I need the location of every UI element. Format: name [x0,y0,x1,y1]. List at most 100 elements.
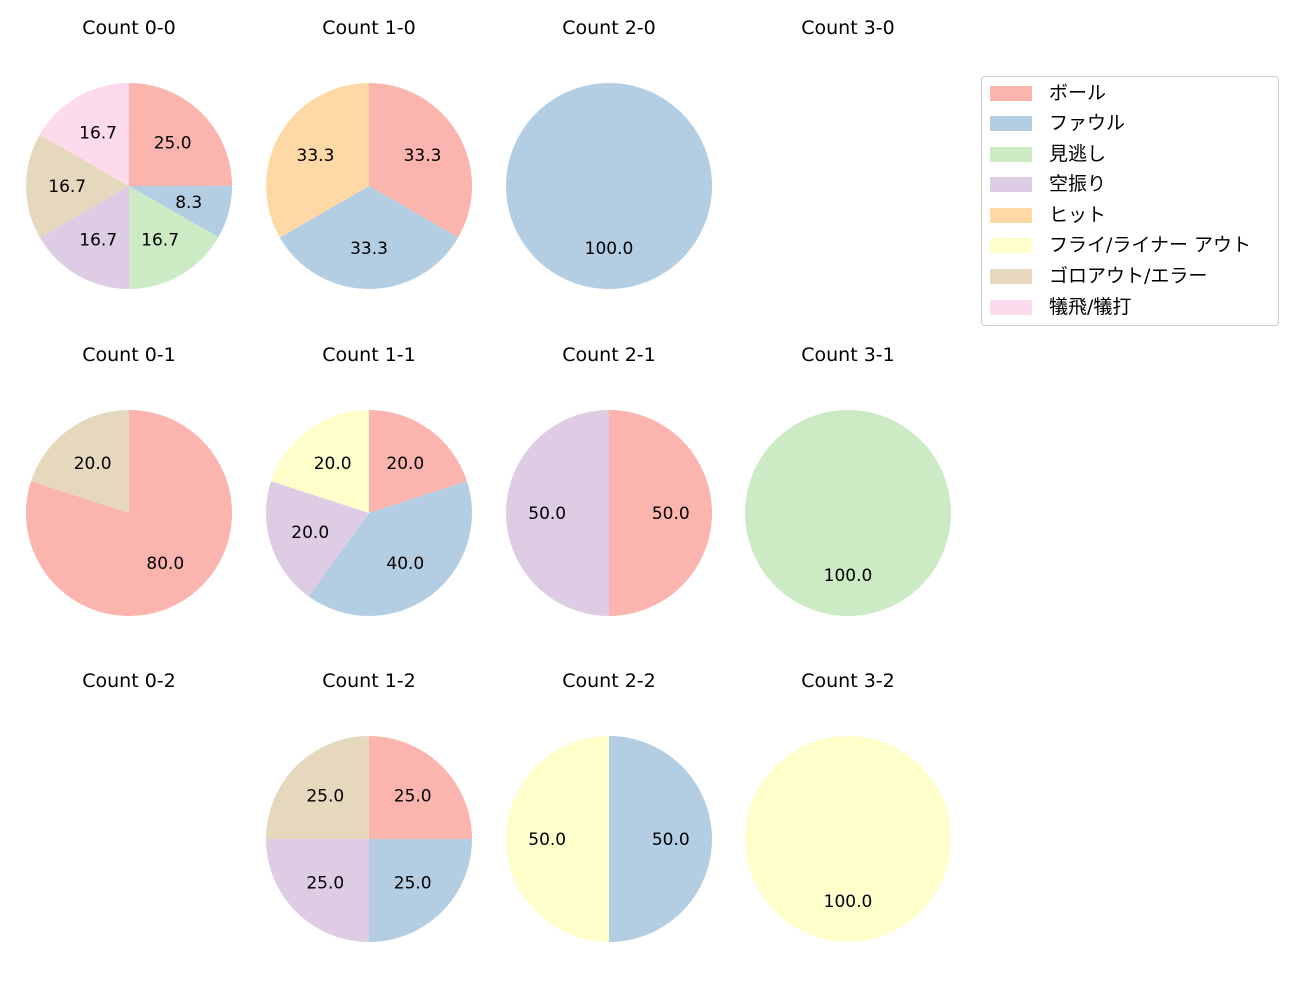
pie-slice-label: 80.0 [146,554,184,574]
pie-title: Count 0-2 [82,670,176,692]
pie-panel-3-0: Count 3-0 [728,0,968,326]
pie-slice-label: 16.7 [79,231,117,251]
pie-slice-label: 33.3 [404,146,442,166]
legend-swatch [990,268,1032,284]
pie-slice [506,410,609,616]
pie-slice [39,83,129,186]
pie-slice [609,736,712,942]
pie-slice-label: 8.3 [175,193,202,213]
pie-chart: 100.0 [745,736,951,942]
pie-slice-label: 25.0 [394,874,432,894]
legend-label: ボール [1049,82,1107,104]
pie-slice [266,83,369,238]
pie-chart [9,653,249,979]
pie-chart: 25.0 8.3 16.7 16.7 16.7 16.7 [25,83,233,289]
pie-slice [129,185,233,238]
pie-slice [266,839,369,942]
pie-slice [369,83,472,238]
pie-slice-label: 20.0 [386,454,424,474]
pie-slice-label: 50.0 [528,504,566,524]
pie-panel-1-1: Count 1-1 20.0 40.0 20.0 20.0 [249,327,489,653]
legend-item-fly-liner-out: フライ/ライナー アウト [990,231,1251,259]
pie-chart [728,0,968,326]
pie-slice [129,83,232,186]
pie-slice-label: 25.0 [154,133,192,153]
pie-slice-label: 100.0 [585,239,634,259]
pie-slice-label: 20.0 [291,523,329,543]
pie-chart: 50.0 50.0 [506,410,712,616]
legend-item-swinging-strike: 空振り [990,170,1106,198]
pie-title: Count 0-0 [82,17,176,39]
pie-slice-label: 33.3 [297,146,335,166]
pie-slice [745,736,951,942]
legend-label: ファウル [1049,112,1126,134]
legend-swatch [990,176,1032,192]
legend-label: ゴロアウト/エラー [1049,265,1208,287]
pie-chart: 50.0 50.0 [506,736,712,942]
legend-label: フライ/ライナー アウト [1049,234,1252,256]
pie-slice-label: 40.0 [386,554,424,574]
pie-title: Count 0-1 [82,344,176,366]
pie-title: Count 3-0 [801,17,895,39]
pie-title: Count 3-2 [801,670,895,692]
pie-chart: 80.0 20.0 [25,410,232,616]
pie-slice [25,410,232,616]
pie-slice [369,839,472,942]
pie-slice-label: 16.7 [79,123,117,143]
legend-label: 空振り [1049,173,1107,195]
pie-panel-1-0: Count 1-0 33.3 33.3 33.3 [249,0,489,326]
pie-panel-0-1: Count 0-1 80.0 20.0 [9,327,249,653]
legend-swatch [990,237,1032,253]
legend-swatch [990,207,1032,223]
legend-label: 見逃し [1049,143,1107,165]
pie-slice [39,186,130,289]
legend-swatch [990,299,1032,315]
pie-slice [609,410,712,616]
pie-panel-2-2: Count 2-2 50.0 50.0 [489,653,729,979]
pie-slice [506,736,609,942]
pie-slice [308,481,472,616]
pie-slice-label: 50.0 [652,504,690,524]
legend-label: 犠飛/犠打 [1049,296,1132,318]
pie-chart: 20.0 40.0 20.0 20.0 [266,410,472,616]
pie-panel-2-1: Count 2-1 50.0 50.0 [489,327,729,653]
pie-chart: 100.0 [506,83,712,289]
pie-chart: 100.0 [745,410,951,616]
pie-slice [745,410,951,616]
pie-slice [506,83,712,289]
pie-title: Count 1-1 [322,344,416,366]
pie-slice [369,410,467,513]
pie-slice-label: 33.3 [350,239,388,259]
pie-slice [271,410,369,513]
pie-slice-label: 25.0 [306,874,344,894]
pie-slice-label: 16.7 [141,230,179,250]
pie-slice-label: 25.0 [306,786,344,806]
pie-panel-0-0: Count 0-0 25.0 8.3 16.7 16.7 16.7 16.7 [9,0,249,326]
pie-slice-label: 100.0 [824,892,873,912]
legend-swatch [990,85,1032,101]
pie-title: Count 2-2 [562,670,656,692]
pie-slice-label: 16.7 [48,177,86,197]
pie-slice-label: 50.0 [652,830,690,850]
pie-panel-2-0: Count 2-0 100.0 [489,0,729,326]
legend-item-ball: ボール [990,79,1106,107]
pie-slice-label: 25.0 [394,786,432,806]
pie-title: Count 1-0 [322,17,416,39]
pie-slice [266,481,369,597]
legend-item-called-strike: 見逃し [990,140,1106,168]
pie-slice-label: 100.0 [824,566,873,586]
pie-slice-label: 50.0 [528,830,566,850]
pie-title: Count 2-0 [562,17,656,39]
pie-panel-3-2: Count 3-2 100.0 [728,653,968,979]
legend-item-groundout-error: ゴロアウト/エラー [990,262,1207,290]
pie-panel-0-2: Count 0-2 [9,653,249,979]
legend-swatch [990,146,1032,162]
pie-slice [129,186,219,289]
pie-panel-3-1: Count 3-1 100.0 [728,327,968,653]
legend-label: ヒット [1049,204,1107,226]
legend-item-foul: ファウル [990,109,1125,137]
pie-slice [279,186,459,289]
pie-panel-1-2: Count 1-2 25.0 25.0 25.0 25.0 [249,653,489,979]
pie-slice-label: 20.0 [74,454,112,474]
legend-item-sacrifice: 犠飛/犠打 [990,293,1131,321]
